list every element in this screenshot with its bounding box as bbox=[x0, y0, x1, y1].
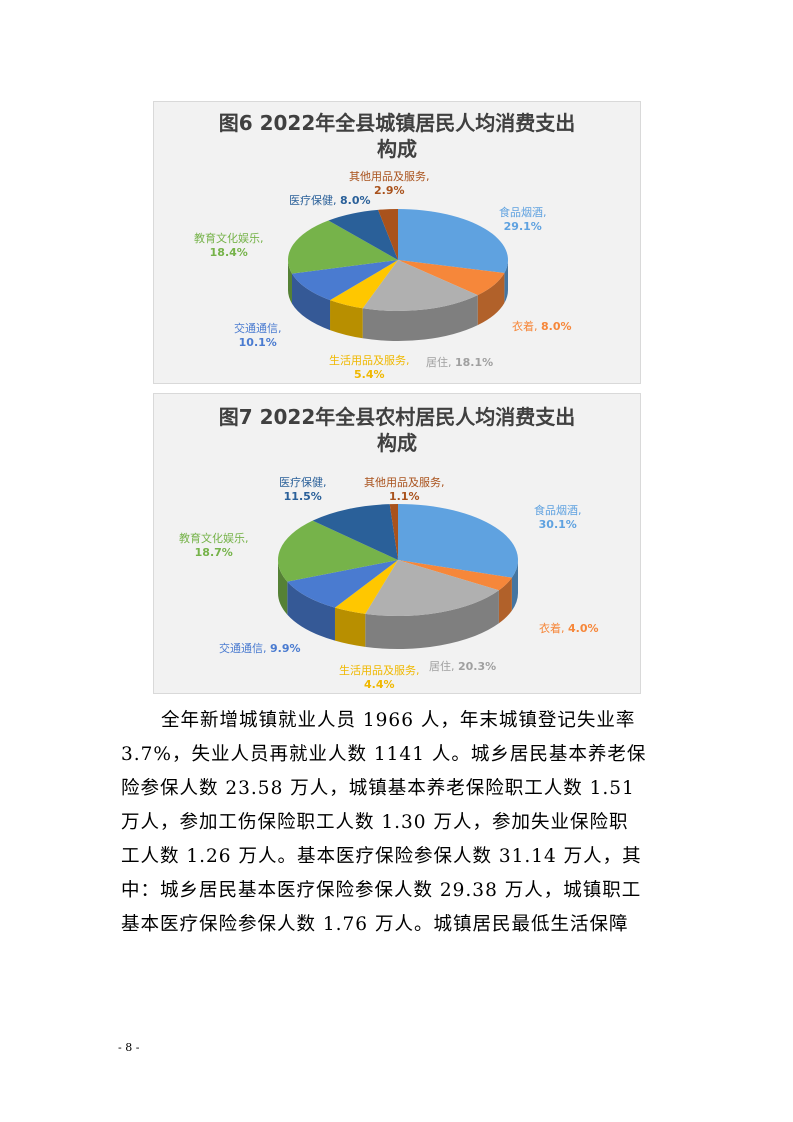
data-label-category: 交通通信 bbox=[234, 322, 278, 335]
body-text-line: 险参保人数 23.58 万人，城镇基本养老保险职工人数 1.51 bbox=[121, 778, 635, 799]
body-text-line: 万人，参加工伤保险职工人数 1.30 万人，参加失业保险职 bbox=[121, 812, 629, 833]
data-label: 教育文化娱乐, 18.4% bbox=[194, 232, 264, 259]
data-label: 食品烟酒, 29.1% bbox=[499, 206, 547, 233]
body-text-line: 中：城乡居民基本医疗保险参保人数 29.38 万人，城镇职工 bbox=[121, 880, 642, 901]
pie-slice-7 bbox=[378, 209, 398, 260]
data-label: 交通通信, 9.9% bbox=[219, 642, 301, 655]
data-label: 衣着, 4.0% bbox=[539, 622, 599, 635]
pie-slice-3 bbox=[330, 260, 398, 309]
data-label-value: 1.1% bbox=[388, 490, 420, 503]
pie-svg bbox=[278, 504, 518, 649]
pie-slice-side bbox=[477, 272, 505, 326]
data-label-value: 30.1% bbox=[538, 518, 577, 531]
chart-title-line2: 构成 bbox=[377, 137, 417, 161]
data-label: 医疗保健, 8.0% bbox=[289, 194, 371, 207]
chart-title: 图7 2022年全县农村居民人均消费支出 构成 bbox=[154, 404, 640, 456]
chart-title-line1: 图7 2022年全县农村居民人均消费支出 bbox=[218, 405, 576, 429]
pie-slice-side bbox=[334, 607, 366, 647]
data-label: 教育文化娱乐, 18.7% bbox=[179, 532, 249, 559]
data-label-value: 29.1% bbox=[503, 220, 542, 233]
data-label-value: 8.0% bbox=[541, 320, 572, 333]
data-label-value: 11.5% bbox=[283, 490, 322, 503]
pie-slice-2 bbox=[365, 560, 499, 616]
data-label: 生活用品及服务, 4.4% bbox=[339, 664, 420, 691]
pie-slice-side bbox=[287, 581, 335, 641]
page-number: - 8 - bbox=[118, 1041, 140, 1054]
data-label-value: 9.9% bbox=[270, 642, 301, 655]
pie-slice-side bbox=[288, 260, 292, 304]
pie-slice-3 bbox=[334, 560, 398, 614]
data-label-category: 医疗保健 bbox=[279, 476, 323, 489]
data-label-value: 18.7% bbox=[194, 546, 233, 559]
data-label-category: 居住 bbox=[429, 660, 451, 673]
pie-slice-6 bbox=[328, 209, 398, 260]
data-label-value: 2.9% bbox=[373, 184, 405, 197]
pie-slice-side bbox=[498, 577, 512, 624]
pie-slice-side bbox=[362, 295, 478, 341]
pie-slice-6 bbox=[312, 504, 398, 560]
body-text-line: 3.7%，失业人员再就业人数 1141 人。城乡居民基本养老保 bbox=[121, 744, 647, 765]
pie-slice-4 bbox=[287, 560, 398, 608]
data-label-category: 居住 bbox=[426, 356, 448, 369]
body-text-line: 工人数 1.26 万人。基本医疗保险参保人数 31.14 万人，其 bbox=[121, 846, 642, 867]
data-label-category: 其他用品及服务 bbox=[349, 170, 426, 183]
pie-slice-1 bbox=[398, 260, 505, 296]
data-label-value: 10.1% bbox=[238, 336, 277, 349]
data-label-category: 生活用品及服务 bbox=[329, 354, 406, 367]
data-label: 其他用品及服务, 1.1% bbox=[364, 476, 445, 503]
data-label-category: 衣着 bbox=[539, 622, 561, 635]
pie-slice-0 bbox=[398, 209, 508, 273]
data-label-category: 教育文化娱乐 bbox=[194, 232, 260, 245]
pie-slice-5 bbox=[288, 220, 398, 274]
data-label: 居住, 20.3% bbox=[429, 660, 497, 673]
data-label-value: 8.0% bbox=[340, 194, 371, 207]
data-label-value: 4.0% bbox=[568, 622, 599, 635]
pie-slice-side bbox=[291, 273, 331, 331]
data-label: 生活用品及服务, 5.4% bbox=[329, 354, 410, 381]
data-label-category: 食品烟酒 bbox=[534, 504, 578, 517]
pie-slice-side bbox=[511, 560, 518, 611]
pie-slice-7 bbox=[389, 504, 398, 560]
data-label: 居住, 18.1% bbox=[426, 356, 494, 369]
pie-slice-0 bbox=[398, 504, 518, 578]
pie-slice-side bbox=[504, 260, 508, 303]
data-label-value: 5.4% bbox=[353, 368, 385, 381]
data-label-category: 交通通信 bbox=[219, 642, 263, 655]
pie-slice-5 bbox=[278, 520, 398, 582]
data-label-category: 食品烟酒 bbox=[499, 206, 543, 219]
data-label-category: 其他用品及服务 bbox=[364, 476, 441, 489]
body-text-line: 基本医疗保险参保人数 1.76 万人。城镇居民最低生活保障 bbox=[121, 914, 629, 935]
pie-slice-side bbox=[330, 300, 363, 339]
data-label-category: 生活用品及服务 bbox=[339, 664, 416, 677]
chart-title-line1: 图6 2022年全县城镇居民人均消费支出 bbox=[218, 111, 576, 135]
data-label: 其他用品及服务, 2.9% bbox=[349, 170, 430, 197]
data-label-value: 4.4% bbox=[363, 678, 395, 691]
data-label: 医疗保健, 11.5% bbox=[279, 476, 327, 503]
data-label-category: 医疗保健 bbox=[289, 194, 333, 207]
chart-title: 图6 2022年全县城镇居民人均消费支出 构成 bbox=[154, 110, 640, 162]
pie-slice-1 bbox=[398, 560, 512, 591]
data-label-value: 20.3% bbox=[458, 660, 497, 673]
data-label: 交通通信, 10.1% bbox=[234, 322, 282, 349]
data-label: 食品烟酒, 30.1% bbox=[534, 504, 582, 531]
pie-svg bbox=[288, 209, 508, 341]
data-label: 衣着, 8.0% bbox=[512, 320, 572, 333]
pie-slice-side bbox=[278, 560, 288, 615]
rural-consumption-pie-chart: 图7 2022年全县农村居民人均消费支出 构成 食品烟酒, 30.1% 衣着, 4.… bbox=[153, 393, 641, 694]
data-label-value: 18.1% bbox=[455, 356, 494, 369]
data-label-category: 教育文化娱乐 bbox=[179, 532, 245, 545]
body-text-line: 全年新增城镇就业人员 1966 人，年末城镇登记失业率 bbox=[161, 710, 636, 731]
data-label-value: 18.4% bbox=[209, 246, 248, 259]
pie-slice-4 bbox=[291, 260, 398, 301]
chart-title-line2: 构成 bbox=[377, 431, 417, 455]
urban-consumption-pie-chart: 图6 2022年全县城镇居民人均消费支出 构成 食品烟酒, 29.1% 衣着, 8.… bbox=[153, 101, 641, 384]
pie-slice-side bbox=[365, 590, 499, 649]
data-label-category: 衣着 bbox=[512, 320, 534, 333]
pie-slice-2 bbox=[362, 260, 478, 311]
